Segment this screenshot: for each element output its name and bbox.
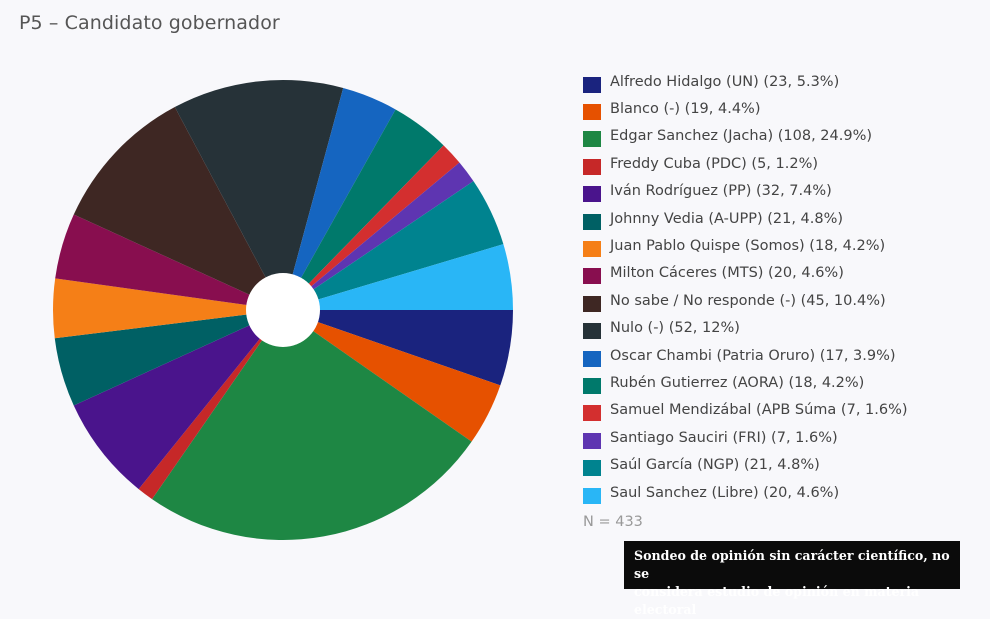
legend-label: Nulo (-) (52, 12%) — [610, 320, 740, 337]
pie-slice — [283, 310, 501, 442]
pie-slice — [73, 107, 283, 310]
legend-swatch — [583, 377, 601, 394]
legend-swatch — [583, 186, 601, 203]
legend-item: No sabe / No responde (-) (45, 10.4%) — [583, 287, 908, 314]
legend-swatch — [583, 487, 601, 504]
legend-swatch — [583, 158, 601, 175]
legend-label: Juan Pablo Quispe (Somos) (18, 4.2%) — [610, 238, 886, 255]
pie-slice — [283, 181, 504, 310]
legend-item: Saul Sanchez (Libre) (20, 4.6%) — [583, 479, 908, 506]
legend-item: Johnny Vedia (A-UPP) (21, 4.8%) — [583, 205, 908, 232]
legend-label: Rubén Gutierrez (AORA) (18, 4.2%) — [610, 374, 865, 391]
legend-swatch — [583, 268, 601, 285]
legend-item: Alfredo Hidalgo (UN) (23, 5.3%) — [583, 68, 908, 95]
pie-slice — [283, 162, 474, 310]
pie-slice — [54, 310, 283, 406]
legend-swatch — [583, 323, 601, 340]
pie-slice — [53, 278, 283, 339]
disclaimer-banner: Sondeo de opinión sin carácter científic… — [624, 541, 960, 617]
donut-hole — [246, 273, 320, 347]
pie-slice — [283, 145, 460, 310]
pie-slice — [55, 214, 283, 310]
legend-label: Iván Rodríguez (PP) (32, 7.4%) — [610, 183, 832, 200]
pie-slice — [73, 310, 283, 490]
legend-item: Iván Rodríguez (PP) (32, 7.4%) — [583, 178, 908, 205]
legend-label: Saul Sanchez (Libre) (20, 4.6%) — [610, 484, 840, 501]
legend-item: Santiago Sauciri (FRI) (7, 1.6%) — [583, 424, 908, 451]
legend-swatch — [583, 131, 601, 148]
legend-swatch — [583, 213, 601, 230]
disclaimer-line-1: Sondeo de opinión sin carácter científic… — [634, 548, 950, 581]
legend-swatch — [583, 350, 601, 367]
legend-item: Nulo (-) (52, 12%) — [583, 315, 908, 342]
pie-slice — [283, 88, 396, 310]
pie-slice — [283, 244, 513, 310]
legend-label: Santiago Sauciri (FRI) (7, 1.6%) — [610, 429, 838, 446]
legend-label: Oscar Chambi (Patria Oruro) (17, 3.9%) — [610, 347, 896, 364]
legend-item: Samuel Mendizábal (APB Súma (7, 1.6%) — [583, 397, 908, 424]
legend-item: Oscar Chambi (Patria Oruro) (17, 3.9%) — [583, 342, 908, 369]
legend-item: Freddy Cuba (PDC) (5, 1.2%) — [583, 150, 908, 177]
legend-label: Milton Cáceres (MTS) (20, 4.6%) — [610, 265, 844, 282]
legend-label: Saúl García (NGP) (21, 4.8%) — [610, 457, 820, 474]
legend-swatch — [583, 460, 601, 477]
sample-size-label: N = 433 — [583, 514, 643, 530]
legend-label: Blanco (-) (19, 4.4%) — [610, 101, 761, 118]
legend-swatch — [583, 76, 601, 93]
legend-swatch — [583, 104, 601, 121]
legend-swatch — [583, 241, 601, 258]
legend-label: Edgar Sanchez (Jacha) (108, 24.9%) — [610, 128, 873, 145]
legend-item: Juan Pablo Quispe (Somos) (18, 4.2%) — [583, 232, 908, 259]
chart-legend: Alfredo Hidalgo (UN) (23, 5.3%) Blanco (-… — [583, 68, 908, 506]
legend-label: Johnny Vedia (A-UPP) (21, 4.8%) — [610, 210, 844, 227]
pie-slice — [152, 310, 472, 540]
legend-item: Rubén Gutierrez (AORA) (18, 4.2%) — [583, 369, 908, 396]
chart-title: P5 – Candidato gobernador — [19, 12, 280, 34]
legend-swatch — [583, 432, 601, 449]
pie-slice — [174, 80, 344, 311]
legend-swatch — [583, 295, 601, 312]
pie-slice — [138, 310, 283, 500]
pie-slice — [283, 310, 513, 386]
legend-item: Milton Cáceres (MTS) (20, 4.6%) — [583, 260, 908, 287]
legend-label: Alfredo Hidalgo (UN) (23, 5.3%) — [610, 73, 840, 90]
pie-svg — [53, 80, 513, 540]
legend-label: Samuel Mendizábal (APB Súma (7, 1.6%) — [610, 402, 908, 419]
legend-item: Edgar Sanchez (Jacha) (108, 24.9%) — [583, 123, 908, 150]
legend-swatch — [583, 405, 601, 422]
legend-item: Saúl García (NGP) (21, 4.8%) — [583, 451, 908, 478]
legend-label: Freddy Cuba (PDC) (5, 1.2%) — [610, 155, 819, 172]
pie-slice — [283, 109, 444, 310]
legend-label: No sabe / No responde (-) (45, 10.4%) — [610, 292, 886, 309]
pie-chart — [53, 80, 513, 540]
disclaimer-line-2: considera estudio de opinión en materia … — [634, 584, 920, 617]
legend-item: Blanco (-) (19, 4.4%) — [583, 95, 908, 122]
